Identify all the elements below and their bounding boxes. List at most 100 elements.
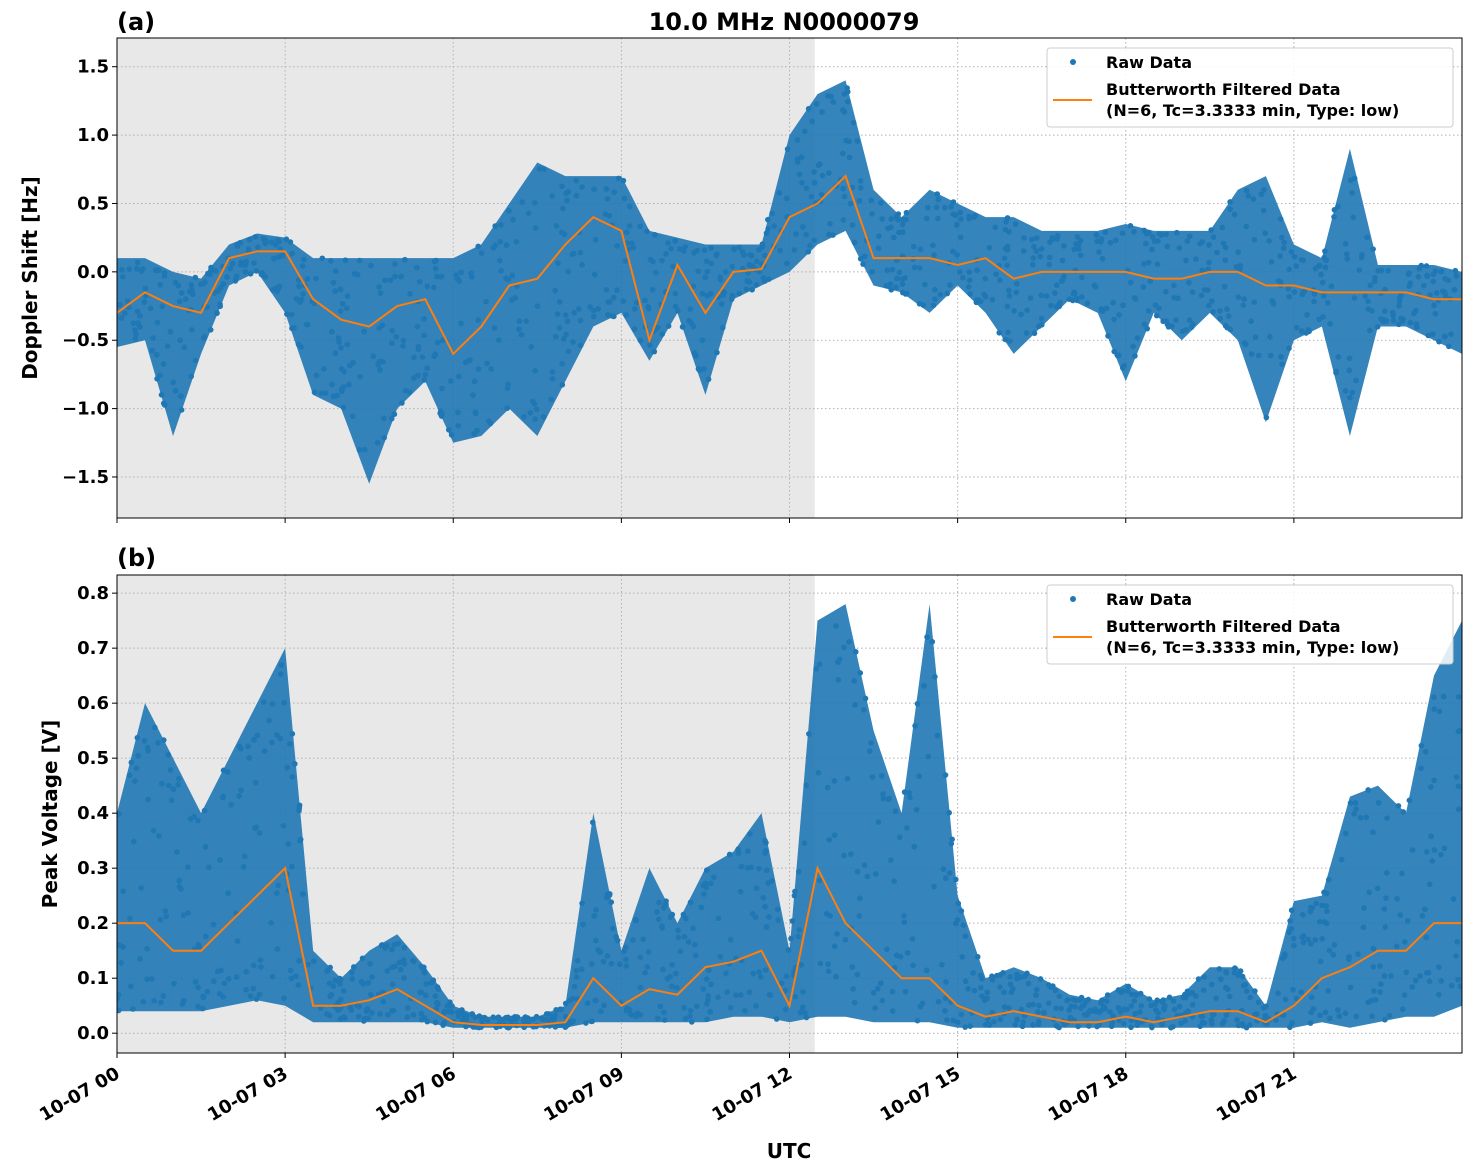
raw-data-point xyxy=(1390,317,1397,324)
raw-data-point xyxy=(1098,306,1105,312)
raw-data-point xyxy=(965,986,971,992)
raw-data-point xyxy=(1176,1003,1183,1010)
raw-data-point xyxy=(746,262,752,268)
raw-data-point xyxy=(966,215,972,222)
y-tick-label: 0.2 xyxy=(77,913,109,934)
raw-data-point xyxy=(869,268,875,275)
raw-data-point xyxy=(159,303,166,310)
raw-data-point xyxy=(637,223,643,230)
raw-data-point xyxy=(549,369,556,375)
raw-data-point xyxy=(220,767,227,774)
raw-data-point xyxy=(1223,1012,1230,1019)
raw-data-point xyxy=(1137,990,1144,997)
raw-data-point xyxy=(571,309,577,316)
raw-data-point xyxy=(347,1005,353,1012)
raw-data-point xyxy=(856,913,863,919)
raw-data-point xyxy=(1452,267,1459,274)
raw-data-point xyxy=(1255,999,1262,1006)
raw-data-point xyxy=(930,242,936,249)
raw-data-point xyxy=(852,701,858,708)
panel-a-ylabel: Doppler Shift [Hz] xyxy=(18,176,42,380)
raw-data-point xyxy=(749,286,755,293)
raw-data-point xyxy=(888,286,895,293)
raw-data-point xyxy=(943,875,949,882)
raw-data-point xyxy=(826,837,832,843)
raw-data-point xyxy=(548,396,554,403)
raw-data-point xyxy=(878,200,884,206)
raw-data-point xyxy=(1308,1009,1314,1016)
raw-data-point xyxy=(828,93,834,100)
raw-data-point xyxy=(950,248,956,255)
raw-data-point xyxy=(669,983,675,990)
raw-data-point xyxy=(1148,1023,1155,1030)
raw-data-point xyxy=(1455,806,1462,813)
raw-data-point xyxy=(659,257,665,264)
raw-data-point xyxy=(894,275,900,282)
raw-data-point xyxy=(1014,1016,1020,1023)
raw-data-point xyxy=(1365,298,1371,305)
raw-data-envelope xyxy=(117,80,1462,484)
raw-data-point xyxy=(1120,302,1126,309)
x-tick-label: 10-07 06 xyxy=(372,1063,459,1126)
raw-data-point xyxy=(139,266,146,272)
raw-data-point xyxy=(296,805,303,811)
raw-data-point xyxy=(1248,351,1255,357)
raw-data-point xyxy=(958,908,965,914)
raw-data-point xyxy=(784,146,791,152)
raw-data-point xyxy=(667,914,674,920)
raw-data-point xyxy=(1102,229,1109,236)
raw-data-point xyxy=(546,1017,552,1023)
raw-data-point xyxy=(431,284,437,291)
raw-data-point xyxy=(1335,1007,1341,1013)
x-tick-label: 10-07 09 xyxy=(540,1063,627,1126)
raw-data-point xyxy=(274,732,280,738)
raw-data-point xyxy=(943,979,949,985)
raw-data-point xyxy=(826,170,832,176)
raw-data-point xyxy=(567,997,573,1004)
raw-data-point xyxy=(986,244,993,251)
raw-data-point xyxy=(220,994,226,1000)
raw-data-point xyxy=(397,966,404,973)
raw-data-point xyxy=(180,912,187,918)
raw-data-point xyxy=(1099,997,1105,1003)
raw-data-point xyxy=(590,307,597,314)
raw-data-point xyxy=(1401,992,1408,998)
raw-data-point xyxy=(1313,900,1320,907)
raw-data-point xyxy=(160,737,167,743)
raw-data-point xyxy=(935,215,941,222)
y-tick-label: 0.4 xyxy=(77,803,109,824)
raw-data-point xyxy=(791,247,798,253)
raw-data-point xyxy=(1382,924,1389,930)
raw-data-point xyxy=(1029,261,1036,268)
raw-data-point xyxy=(1030,255,1037,261)
raw-data-point xyxy=(274,890,280,896)
raw-data-point xyxy=(644,964,651,970)
raw-data-point xyxy=(1381,973,1388,979)
raw-data-point xyxy=(1412,977,1419,984)
raw-data-point xyxy=(887,281,894,287)
raw-data-point xyxy=(966,269,973,275)
raw-data-point xyxy=(167,328,174,335)
raw-data-point xyxy=(1307,904,1314,911)
raw-data-point xyxy=(1056,993,1063,1000)
raw-data-point xyxy=(418,989,425,996)
raw-data-point xyxy=(1382,1016,1388,1023)
raw-data-point xyxy=(220,793,226,800)
raw-data-point xyxy=(1104,992,1111,998)
raw-data-point xyxy=(1322,248,1328,254)
x-tick-label: 10-07 12 xyxy=(709,1063,796,1126)
raw-data-point xyxy=(1381,906,1388,912)
raw-data-point xyxy=(1174,229,1180,236)
raw-data-point xyxy=(458,269,465,276)
raw-data-point xyxy=(1030,1022,1036,1028)
raw-data-point xyxy=(923,967,930,974)
raw-data-point xyxy=(1448,982,1455,989)
raw-data-point xyxy=(168,797,175,804)
raw-data-point xyxy=(200,280,207,287)
raw-data-point xyxy=(1300,933,1307,939)
raw-data-point xyxy=(559,381,566,388)
raw-data-point xyxy=(1014,975,1020,982)
raw-data-point xyxy=(135,752,141,759)
raw-data-point xyxy=(844,89,851,95)
